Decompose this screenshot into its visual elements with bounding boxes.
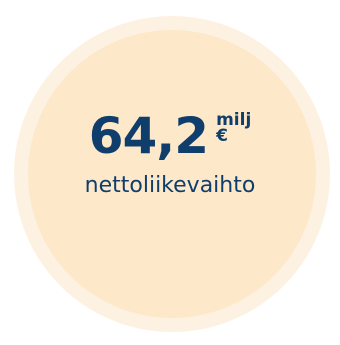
stat-content: 64,2 milj € nettoliikevaihto xyxy=(0,104,340,200)
stat-label: nettoliikevaihto xyxy=(84,173,256,198)
stat-unit-multiplier: milj xyxy=(216,110,252,130)
inner-circle-background xyxy=(28,30,316,318)
stat-unit: milj € xyxy=(216,110,252,146)
stat-value: 64,2 xyxy=(88,107,209,165)
stat-figure: 64,2 milj € xyxy=(89,104,252,168)
stat-unit-currency: € xyxy=(216,126,228,146)
